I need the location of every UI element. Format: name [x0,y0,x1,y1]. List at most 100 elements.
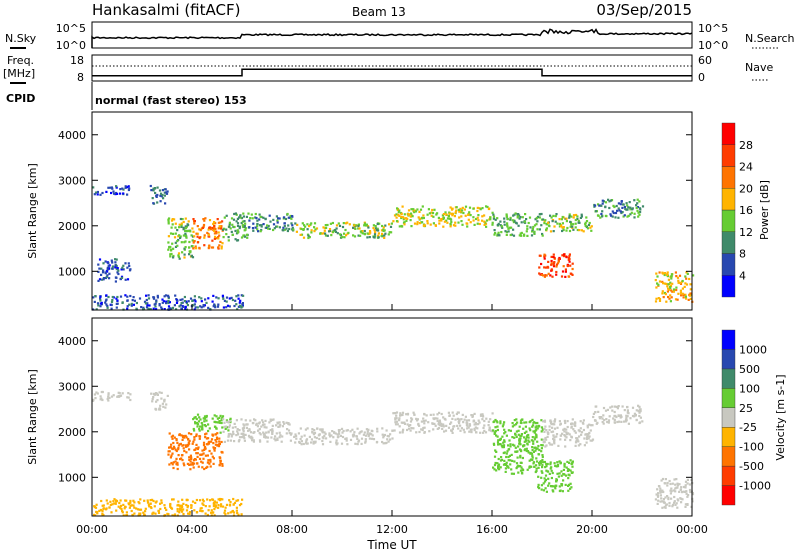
echo-cell [668,504,671,507]
echo-cell [477,423,480,426]
echo-cell [547,477,550,480]
echo-cell [349,438,353,441]
echo-cell [437,423,440,426]
echo-cell [392,412,395,415]
echo-cell [588,423,591,426]
echo-cell [166,190,169,193]
echo-cell [92,296,95,299]
echo-cell [195,434,198,438]
echo-cell [468,423,471,426]
echo-cell [261,424,264,427]
echo-cell [213,449,216,452]
echo-cell [412,208,415,211]
echo-cell [162,405,165,408]
echo-cell [216,305,220,308]
echo-cell [409,429,412,432]
echo-cell [563,434,566,437]
echo-cell [507,444,510,447]
echo-cell [626,204,629,207]
noise-right-label: N.Search [745,32,795,45]
echo-cell [526,450,530,453]
echo-cell [662,296,665,299]
echo-cell [615,415,618,419]
echo-cell [285,421,288,424]
echo-cell [523,421,526,424]
echo-cell [458,418,461,421]
echo-cell [202,500,205,503]
echo-cell [167,220,170,223]
echo-cell [545,274,548,277]
echo-cell [167,218,170,221]
echo-cell [380,234,383,238]
echo-cell [501,425,504,428]
echo-cell [202,444,206,447]
echo-cell [242,215,245,218]
echo-cell [214,222,217,225]
echo-cell [464,415,467,418]
echo-cell [682,293,685,297]
echo-cell [363,233,366,236]
echo-cell [432,413,435,416]
echo-cell [171,498,174,501]
echo-cell [181,218,184,221]
echo-cell [331,221,334,225]
echo-cell [560,218,563,221]
echo-cell [531,458,534,462]
echo-cell [568,461,571,464]
echo-cell [561,222,564,225]
echo-cell [214,235,217,238]
echo-cell [127,188,130,192]
echo-cell [619,210,622,213]
echo-cell [196,447,199,451]
echo-cell [179,298,182,301]
echo-cell [338,432,341,435]
echo-cell [511,219,514,222]
echo-cell [558,472,561,475]
echo-cell [503,440,506,443]
echo-cell [321,232,324,235]
echo-cell [449,222,452,226]
echo-cell [516,456,519,459]
echo-cell [558,420,561,423]
echo-cell [532,450,535,453]
echo-cell [363,431,366,434]
echo-cell [275,225,278,228]
echo-cell [474,426,477,429]
echo-cell [304,428,307,431]
echo-cell [243,439,246,442]
echo-cell [178,305,181,308]
echo-cell [558,485,561,488]
echo-cell [217,504,220,507]
echo-cell [168,217,171,220]
echo-cell [452,414,455,417]
echo-cell [564,270,567,273]
echo-cell [221,242,224,245]
echo-cell [497,443,500,446]
echo-cell [203,446,207,449]
echo-cell [674,483,677,486]
echo-cell [208,449,211,453]
echo-cell [508,454,511,457]
echo-cell [186,443,189,446]
echo-cell [213,414,216,417]
echo-cell [665,503,669,506]
echo-cell [130,302,133,305]
y-axis-label: Slant Range [km] [26,163,39,259]
echo-cell [375,229,378,232]
echo-cell [152,499,155,503]
echo-cell [179,504,182,507]
echo-cell [157,511,161,514]
echo-cell [97,263,100,266]
echo-cell [641,205,645,208]
echo-cell [554,464,557,467]
echo-cell [675,288,678,292]
echo-cell [571,262,574,265]
echo-cell [213,420,216,423]
echo-cell [218,421,221,424]
echo-cell [436,427,439,430]
echo-cell [201,428,204,431]
echo-cell [505,452,508,455]
echo-cell [444,418,447,421]
echo-cell [112,500,115,503]
echo-cell [509,429,512,432]
